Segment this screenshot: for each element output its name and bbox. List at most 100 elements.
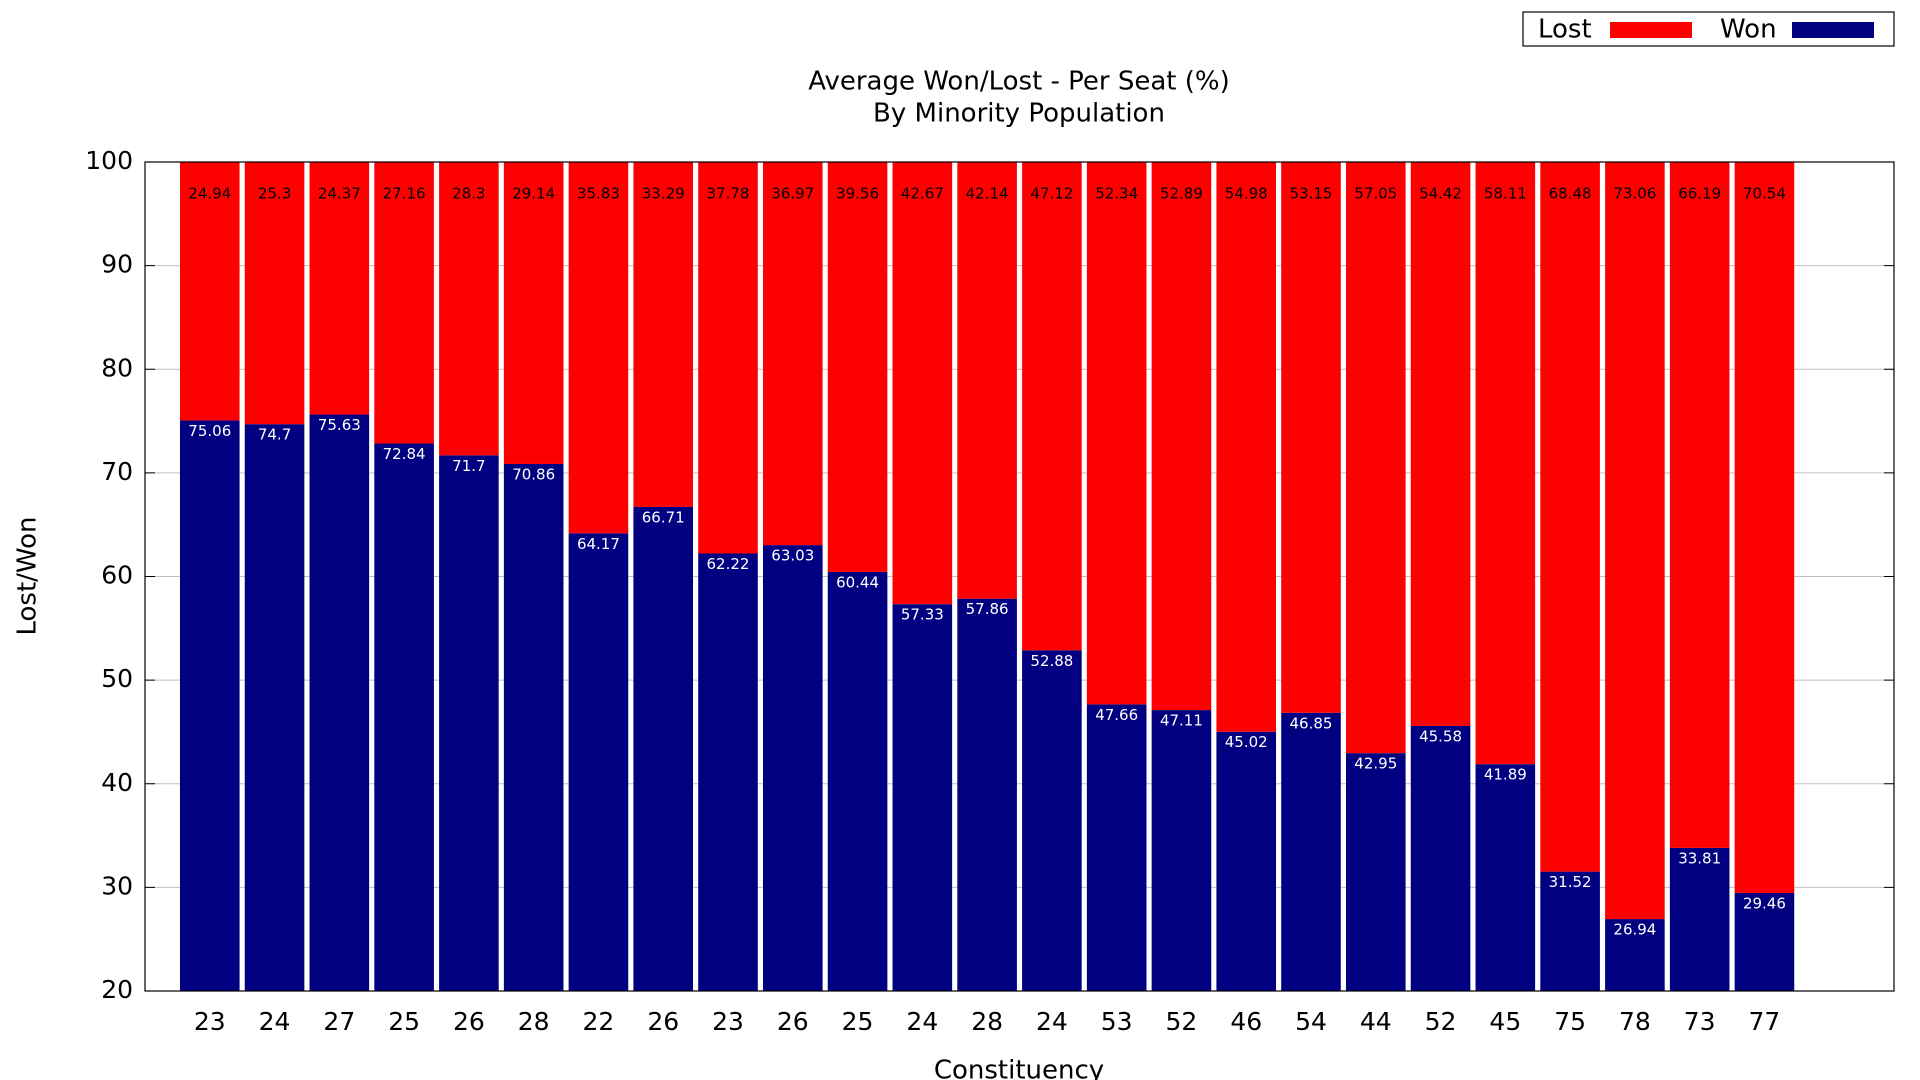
x-tick-label: 25: [842, 1007, 874, 1036]
x-tick-label: 46: [1230, 1007, 1262, 1036]
x-tick-label: 27: [323, 1007, 355, 1036]
value-label: 62.22: [707, 555, 750, 573]
bar-segment: [892, 604, 953, 991]
value-label: 52.34: [1095, 185, 1138, 203]
bar-segment: [698, 553, 758, 991]
bar-segment: [244, 162, 305, 425]
bar-segment: [957, 162, 1017, 599]
bar-segment: [1475, 162, 1536, 765]
value-label: 53.15: [1290, 185, 1333, 203]
legend-label: Won: [1720, 15, 1777, 45]
value-label: 33.81: [1678, 849, 1721, 867]
bar-segment: [633, 506, 694, 991]
bar-segment: [1605, 919, 1665, 991]
x-tick-label: 24: [906, 1007, 938, 1036]
value-label: 72.84: [383, 445, 426, 463]
bar-segment: [1216, 731, 1277, 991]
bar-segment: [439, 162, 499, 456]
value-label: 47.12: [1030, 185, 1073, 203]
value-label: 58.11: [1484, 185, 1527, 203]
y-tick-label: 30: [101, 871, 133, 900]
value-label: 73.06: [1613, 185, 1656, 203]
bar-segment: [827, 162, 888, 572]
y-tick-label: 100: [85, 146, 133, 175]
x-tick-label: 52: [1425, 1007, 1457, 1036]
y-tick-label: 20: [101, 975, 133, 1004]
value-label: 29.14: [512, 185, 555, 203]
value-label: 47.11: [1160, 712, 1203, 730]
value-label: 54.42: [1419, 185, 1462, 203]
bar-segment: [1605, 162, 1665, 920]
bar-segment: [1345, 162, 1406, 754]
y-tick-label: 40: [101, 768, 133, 797]
bar-segment: [1410, 725, 1471, 991]
x-tick-label: 44: [1360, 1007, 1392, 1036]
value-label: 39.56: [836, 185, 879, 203]
bar-segment: [762, 545, 823, 991]
bar-segment: [1540, 162, 1600, 872]
value-label: 42.95: [1354, 755, 1397, 773]
value-label: 31.52: [1549, 873, 1592, 891]
value-label: 33.29: [642, 185, 685, 203]
chart-subtitle: By Minority Population: [873, 99, 1165, 129]
x-tick-label: 23: [194, 1007, 226, 1036]
value-label: 54.98: [1225, 185, 1268, 203]
x-tick-label: 26: [777, 1007, 809, 1036]
value-label: 57.33: [901, 606, 944, 624]
bar-segment: [244, 424, 305, 991]
legend-label: Lost: [1538, 15, 1592, 45]
value-label: 35.83: [577, 185, 620, 203]
value-label: 37.78: [707, 185, 750, 203]
y-tick-label: 70: [101, 457, 133, 486]
value-label: 60.44: [836, 573, 879, 591]
bar-segment: [1734, 162, 1795, 893]
x-tick-label: 54: [1295, 1007, 1327, 1036]
x-tick-label: 75: [1554, 1007, 1586, 1036]
x-tick-label: 23: [712, 1007, 744, 1036]
y-tick-label: 90: [101, 250, 133, 279]
value-label: 27.16: [383, 185, 426, 203]
x-tick-label: 28: [518, 1007, 550, 1036]
x-tick-label: 26: [453, 1007, 485, 1036]
x-tick-label: 73: [1684, 1007, 1716, 1036]
x-tick-label: 24: [1036, 1007, 1068, 1036]
value-label: 70.54: [1743, 185, 1786, 203]
value-label: 63.03: [771, 547, 814, 565]
value-label: 52.89: [1160, 185, 1203, 203]
bar-segment: [698, 162, 758, 554]
bar-segment: [374, 162, 434, 444]
legend-swatch: [1610, 22, 1692, 38]
bar-segment: [762, 162, 823, 546]
bar-segment: [439, 455, 499, 991]
bar-segment: [1410, 162, 1471, 726]
value-label: 41.89: [1484, 766, 1527, 784]
value-label: 75.63: [318, 416, 361, 434]
value-label: 45.58: [1419, 727, 1462, 745]
bar-segment: [374, 443, 434, 991]
bar-segment: [1345, 753, 1406, 991]
bar-segment: [568, 533, 629, 991]
bar-segment: [1281, 162, 1341, 713]
x-tick-label: 78: [1619, 1007, 1651, 1036]
legend-box: [1522, 11, 1895, 47]
y-tick-label: 60: [101, 561, 133, 590]
bar-segment: [1151, 710, 1212, 991]
x-tick-label: 22: [583, 1007, 615, 1036]
bar-segment: [179, 162, 240, 421]
bar-segment: [503, 162, 564, 464]
value-label: 74.7: [258, 426, 291, 444]
value-label: 25.3: [258, 185, 291, 203]
value-label: 71.7: [452, 457, 485, 475]
bar-segment: [309, 162, 370, 415]
value-label: 64.17: [577, 535, 620, 553]
value-label: 66.71: [642, 508, 685, 526]
x-tick-label: 77: [1749, 1007, 1781, 1036]
bar-segment: [179, 420, 240, 991]
x-tick-label: 53: [1101, 1007, 1133, 1036]
value-label: 45.02: [1225, 733, 1268, 751]
value-label: 24.94: [188, 185, 231, 203]
y-axis-label: Lost/Won: [13, 516, 43, 635]
bar-segment: [633, 162, 694, 507]
